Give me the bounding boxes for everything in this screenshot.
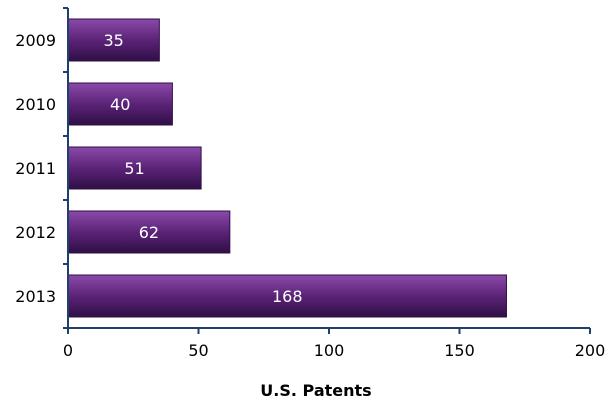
data-label-2013: 168 (272, 287, 303, 306)
bar-2013 (67, 274, 507, 318)
data-label-2012: 62 (139, 223, 159, 242)
x-tick-label-100: 100 (314, 341, 345, 360)
y-tick-label-2011: 2011 (15, 159, 56, 178)
bars (67, 18, 507, 318)
x-tick-label-200: 200 (575, 341, 606, 360)
x-tick-label-50: 50 (188, 341, 208, 360)
y-tick-label-2009: 2009 (15, 31, 56, 50)
bar-2011 (67, 146, 202, 190)
y-tick-label-2013: 2013 (15, 287, 56, 306)
data-label-2009: 35 (103, 31, 123, 50)
bar-2012 (67, 210, 231, 254)
x-tick-label-150: 150 (444, 341, 475, 360)
labels: 35 2009 40 2010 51 2011 62 2012 168 2013 0 50 100 150… (15, 31, 605, 360)
x-tick-label-0: 0 (63, 341, 73, 360)
data-label-2010: 40 (110, 95, 130, 114)
data-label-2011: 51 (124, 159, 144, 178)
x-axis-title: U.S. Patents (260, 381, 371, 400)
bar-2009 (67, 18, 160, 62)
y-tick-label-2012: 2012 (15, 223, 56, 242)
y-tick-label-2010: 2010 (15, 95, 56, 114)
bar-2010 (67, 82, 173, 126)
axes (63, 7, 591, 334)
